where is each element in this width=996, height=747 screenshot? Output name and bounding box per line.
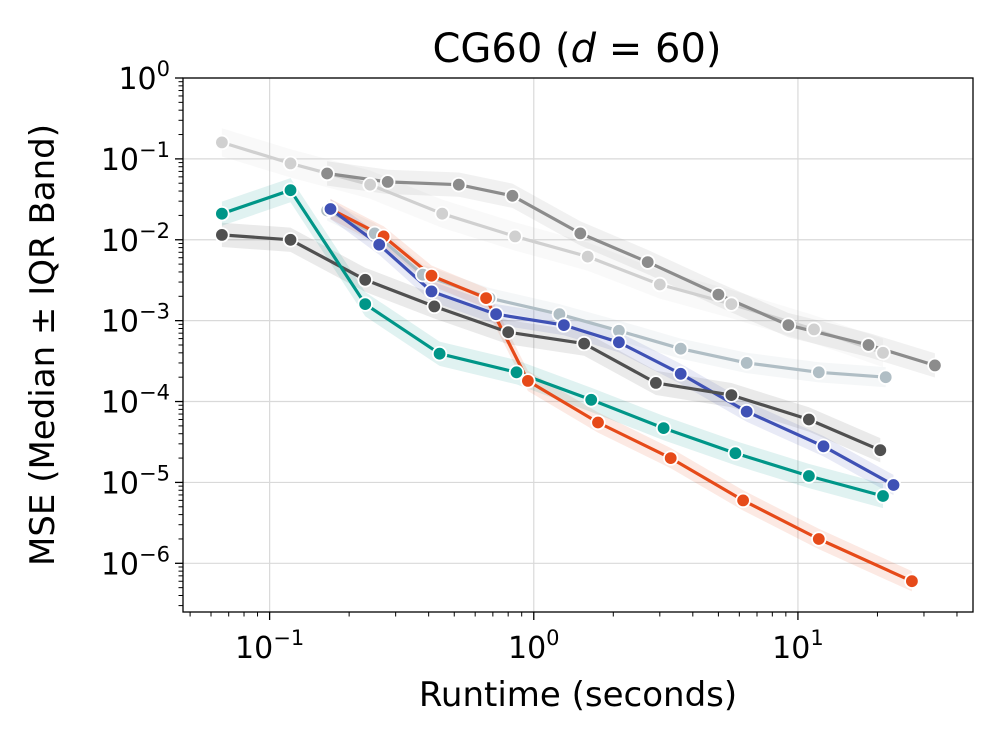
point-orange-red-4 bbox=[520, 373, 536, 389]
y-tick-label-2: 10−2 bbox=[101, 219, 170, 259]
y-tick-label-5: 10−5 bbox=[101, 461, 170, 501]
point-blue-8 bbox=[815, 438, 832, 455]
point-blue-1 bbox=[371, 236, 387, 253]
point-teal-7 bbox=[727, 445, 744, 461]
axes: 10−1 100 101 100 10−1 10−2 10−3 10−4 10−5 10−6 bbox=[101, 57, 958, 666]
point-dark-gray-1 bbox=[282, 232, 299, 248]
point-orange-red-6 bbox=[663, 450, 679, 466]
iqr-band-dark-gray bbox=[221, 222, 881, 463]
iqr-band-blue bbox=[330, 198, 894, 496]
series-markers bbox=[214, 134, 943, 589]
series-line-teal bbox=[220, 188, 885, 498]
point-blue-gray-8 bbox=[811, 364, 827, 381]
iqr-band-teal bbox=[221, 178, 883, 509]
y-tick-label-1: 10−1 bbox=[101, 138, 170, 178]
point-light-gray-6 bbox=[652, 276, 668, 293]
point-gray-4 bbox=[572, 225, 589, 242]
point-blue-0 bbox=[322, 201, 339, 217]
point-dark-gray-0 bbox=[214, 227, 230, 243]
iqr-band-blue-gray bbox=[327, 200, 886, 388]
series-line-orange-red bbox=[328, 207, 914, 583]
series-line-gray bbox=[325, 171, 937, 367]
point-teal-9 bbox=[875, 488, 891, 504]
x-tick-label-1: 100 bbox=[508, 626, 560, 666]
point-blue-3 bbox=[488, 306, 504, 322]
point-light-gray-9 bbox=[875, 345, 891, 361]
point-orange-red-7 bbox=[735, 492, 751, 509]
point-gray-2 bbox=[451, 176, 467, 193]
point-gray-3 bbox=[504, 188, 521, 204]
y-tick-label-4: 10−4 bbox=[101, 381, 170, 421]
series-line-blue-gray bbox=[325, 208, 888, 379]
x-axis-label: Runtime (seconds) bbox=[419, 675, 737, 715]
point-dark-gray-5 bbox=[576, 335, 592, 352]
point-gray-8 bbox=[860, 337, 877, 353]
point-teal-8 bbox=[801, 468, 817, 484]
point-gray-7 bbox=[780, 317, 797, 333]
point-dark-gray-9 bbox=[872, 442, 889, 458]
x-tick-label-2: 101 bbox=[772, 626, 824, 666]
point-teal-2 bbox=[357, 296, 373, 312]
y-tick-label-3: 10−3 bbox=[101, 300, 170, 340]
point-gray-6 bbox=[710, 286, 727, 303]
point-orange-red-3 bbox=[478, 290, 494, 306]
point-teal-5 bbox=[583, 392, 599, 408]
point-gray-5 bbox=[640, 254, 656, 270]
point-teal-4 bbox=[508, 364, 525, 381]
iqr-bands bbox=[221, 128, 935, 592]
y-tick-label-0: 100 bbox=[118, 57, 170, 97]
series-lines bbox=[220, 140, 937, 583]
point-orange-red-2 bbox=[423, 268, 440, 284]
point-blue-gray-7 bbox=[739, 355, 755, 371]
point-dark-gray-3 bbox=[426, 298, 443, 315]
chart-title: CG60 (d = 60) bbox=[433, 26, 722, 72]
series-line-dark-gray bbox=[220, 233, 882, 452]
point-teal-3 bbox=[431, 346, 448, 362]
point-gray-0 bbox=[319, 165, 335, 182]
point-light-gray-2 bbox=[362, 176, 378, 193]
point-orange-red-5 bbox=[590, 414, 606, 431]
point-light-gray-5 bbox=[580, 248, 596, 265]
point-blue-6 bbox=[673, 366, 689, 382]
point-blue-gray-9 bbox=[878, 369, 894, 385]
y-tick-label-6: 10−6 bbox=[101, 542, 170, 582]
point-light-gray-3 bbox=[434, 205, 450, 222]
iqr-band-orange-red bbox=[330, 198, 912, 592]
point-dark-gray-4 bbox=[500, 324, 516, 340]
point-light-gray-7 bbox=[723, 296, 740, 312]
point-blue-5 bbox=[611, 334, 627, 351]
point-light-gray-1 bbox=[282, 155, 299, 172]
point-dark-gray-7 bbox=[723, 387, 740, 403]
point-orange-red-9 bbox=[904, 573, 920, 589]
point-light-gray-8 bbox=[806, 321, 822, 338]
point-dark-gray-8 bbox=[801, 411, 817, 428]
y-axis-label: MSE (Median ± IQR Band) bbox=[23, 124, 63, 566]
point-gray-1 bbox=[380, 174, 396, 190]
series-line-blue bbox=[328, 207, 896, 487]
point-blue-gray-6 bbox=[673, 341, 689, 357]
point-teal-0 bbox=[214, 205, 230, 222]
point-gray-9 bbox=[927, 357, 943, 374]
point-dark-gray-6 bbox=[648, 375, 664, 391]
point-teal-6 bbox=[655, 420, 672, 436]
point-blue-7 bbox=[739, 403, 755, 420]
point-light-gray-4 bbox=[507, 228, 523, 245]
point-teal-1 bbox=[282, 182, 299, 198]
point-dark-gray-2 bbox=[357, 272, 373, 288]
point-light-gray-0 bbox=[214, 134, 230, 151]
point-blue-9 bbox=[885, 477, 902, 493]
point-blue-2 bbox=[423, 283, 440, 300]
point-blue-4 bbox=[556, 317, 572, 333]
x-tick-label-0: 10−1 bbox=[235, 626, 304, 666]
point-orange-red-8 bbox=[811, 531, 827, 547]
